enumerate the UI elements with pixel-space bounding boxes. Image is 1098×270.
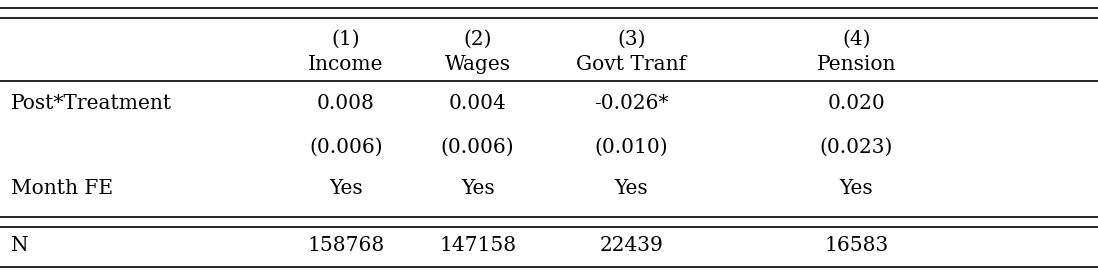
Text: 0.008: 0.008	[317, 94, 374, 113]
Text: (1): (1)	[332, 30, 360, 49]
Text: -0.026*: -0.026*	[594, 94, 669, 113]
Text: Yes: Yes	[329, 180, 362, 198]
Text: Post*Treatment: Post*Treatment	[11, 94, 172, 113]
Text: (0.010): (0.010)	[594, 138, 669, 157]
Text: Wages: Wages	[445, 55, 511, 74]
Text: Yes: Yes	[615, 180, 648, 198]
Text: (4): (4)	[842, 30, 871, 49]
Text: Month FE: Month FE	[11, 180, 113, 198]
Text: Govt Tranf: Govt Tranf	[576, 55, 686, 74]
Text: Pension: Pension	[817, 55, 896, 74]
Text: 16583: 16583	[825, 236, 888, 255]
Text: (0.006): (0.006)	[440, 138, 515, 157]
Text: (2): (2)	[463, 30, 492, 49]
Text: (0.023): (0.023)	[820, 138, 893, 157]
Text: 158768: 158768	[307, 236, 384, 255]
Text: 0.020: 0.020	[828, 94, 885, 113]
Text: 0.004: 0.004	[449, 94, 506, 113]
Text: Yes: Yes	[840, 180, 873, 198]
Text: Yes: Yes	[461, 180, 494, 198]
Text: (0.006): (0.006)	[309, 138, 383, 157]
Text: 22439: 22439	[600, 236, 663, 255]
Text: 147158: 147158	[439, 236, 516, 255]
Text: (3): (3)	[617, 30, 646, 49]
Text: N: N	[11, 236, 29, 255]
Text: Income: Income	[309, 55, 383, 74]
